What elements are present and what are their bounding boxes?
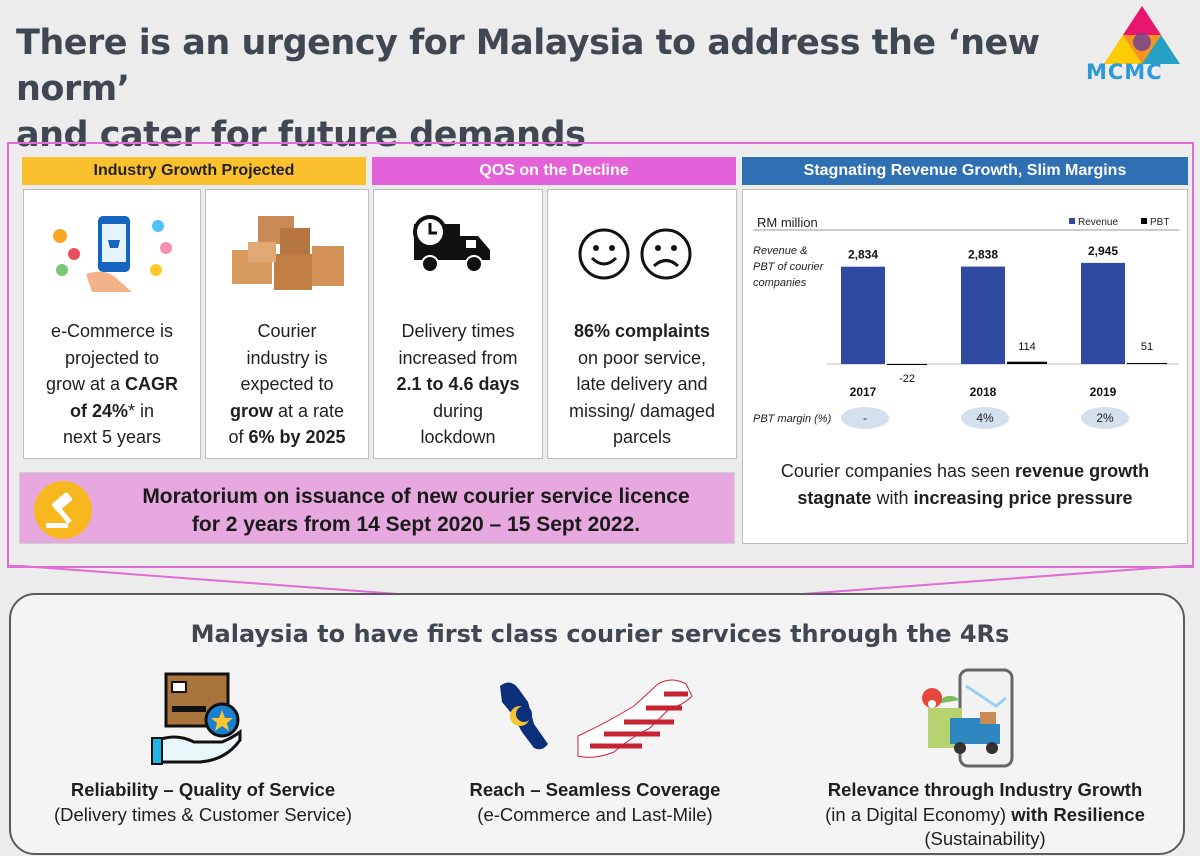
chart-side-label-line: companies	[753, 277, 807, 289]
pbt-margin-value: 4%	[976, 411, 994, 425]
gavel-icon	[34, 481, 92, 539]
title-line-2: and cater for future demands	[16, 115, 586, 155]
pbt-margin-value: 2%	[1096, 411, 1114, 425]
ecommerce-line-4: of 24%* in	[69, 400, 155, 421]
top-section-frame	[7, 142, 1194, 568]
complaints-card: 86% complaints on poor service, late del…	[547, 189, 737, 459]
complaints-line-4: missing/ damaged	[568, 400, 716, 421]
delivery-line-2: increased from	[398, 347, 518, 368]
delivery-card: Delivery times increased from 2.1 to 4.6…	[373, 189, 543, 459]
logo-text: MCMC	[1086, 60, 1163, 84]
revenue-chart: RM million Revenue PBT Revenue & PBT of cour…	[753, 215, 1179, 429]
reach-caption: Reach – Seamless Coverage (e-Commerce an…	[430, 778, 760, 827]
revenue-card: RM million Revenue PBT Revenue & PBT of cour…	[742, 189, 1188, 544]
pbt-value-label: 51	[1141, 341, 1153, 353]
reliability-subtitle: (Delivery times & Customer Service)	[53, 803, 353, 825]
ecommerce-line-5: next 5 years	[62, 427, 162, 447]
revenue-bar	[961, 266, 1005, 364]
pbt-value-label: -22	[899, 373, 915, 385]
complaints-line-5: parcels	[612, 427, 672, 447]
reach-title: Reach – Seamless Coverage	[469, 779, 721, 800]
courier-line-1: Courier	[257, 321, 317, 341]
ecommerce-text: e-Commerce is projected to grow at a CAG…	[24, 318, 200, 451]
malaysia-map-flag-icon	[500, 679, 693, 758]
ecommerce-line-2: projected to	[64, 347, 160, 368]
moratorium-text: Moratorium on issuance of new courier se…	[106, 483, 726, 539]
pbt-bar	[1007, 361, 1047, 364]
moratorium-banner: Moratorium on issuance of new courier se…	[19, 472, 735, 544]
legend-pbt-label: PBT	[1150, 217, 1169, 228]
chart-side-label-line: Revenue &	[753, 245, 807, 257]
pbt-value-label: 114	[1018, 341, 1036, 353]
delivery-truck-clock-icon	[413, 215, 490, 273]
moratorium-line-2: for 2 years from 14 Sept 2020 – 15 Sept …	[191, 513, 641, 536]
reliability-caption: Reliability – Quality of Service (Delive…	[20, 778, 386, 827]
revenue-value-label: 2,834	[848, 248, 878, 262]
parcel-boxes-icon	[232, 216, 344, 290]
ecommerce-card: e-Commerce is projected to grow at a CAG…	[23, 189, 201, 459]
revenue-footer-line-1: Courier companies has seen revenue growt…	[780, 461, 1150, 481]
relevance-line-3: (Sustainability)	[924, 828, 1046, 849]
relevance-caption: Relevance through Industry Growth (in a …	[790, 778, 1180, 852]
pbt-margin-value: -	[863, 411, 867, 425]
qos-header: QOS on the Decline	[372, 157, 736, 185]
pbt-bar	[887, 364, 927, 365]
courier-line-4: grow at a rate	[229, 400, 345, 421]
delivery-line-5: lockdown	[420, 427, 496, 447]
moratorium-line-1: Moratorium on issuance of new courier se…	[142, 485, 690, 508]
pbt-margin-label: PBT margin (%)	[753, 413, 832, 425]
year-tick-label: 2017	[850, 385, 877, 399]
courier-line-5: of 6% by 2025	[228, 427, 346, 447]
revenue-footer-line-2: stagnate with increasing price pressure	[797, 488, 1133, 508]
delivery-line-1: Delivery times	[401, 321, 515, 341]
reliability-title: Reliability – Quality of Service	[70, 779, 336, 800]
legend-revenue-label: Revenue	[1078, 217, 1118, 228]
revenue-value-label: 2,838	[968, 248, 998, 262]
four-rs-title: Malaysia to have first class courier ser…	[190, 620, 1010, 648]
courier-line-2: industry is	[246, 347, 328, 368]
pbt-bar	[1127, 362, 1167, 364]
ecommerce-line-1: e-Commerce is	[50, 321, 174, 341]
relevance-title: Relevance through Industry Growth	[827, 779, 1143, 800]
complaints-text: 86% complaints on poor service, late del…	[548, 318, 736, 451]
revenue-value-label: 2,945	[1088, 244, 1118, 258]
courier-line-3: expected to	[240, 374, 334, 394]
legend-revenue-swatch	[1069, 218, 1075, 224]
revenue-footer-text: Courier companies has seen revenue growt…	[743, 458, 1187, 512]
year-tick-label: 2019	[1090, 385, 1117, 399]
ecommerce-phone-icon	[53, 216, 172, 292]
reach-subtitle: (e-Commerce and Last-Mile)	[477, 803, 713, 825]
revenue-bar	[841, 266, 885, 364]
happy-sad-faces-icon	[578, 228, 692, 280]
complaints-line-2: on poor service,	[577, 347, 707, 368]
chart-side-label-line: PBT of courier	[753, 261, 825, 273]
industry-growth-header: Industry Growth Projected	[22, 157, 366, 185]
pbt-margin-pill	[1081, 407, 1129, 429]
pbt-margin-pill	[841, 407, 889, 429]
delivery-text: Delivery times increased from 2.1 to 4.6…	[374, 318, 542, 451]
title-line-1: There is an urgency for Malaysia to addr…	[16, 23, 1040, 109]
complaints-line-3: late delivery and	[576, 374, 708, 394]
revenue-bar	[1081, 262, 1125, 364]
legend-pbt-swatch	[1141, 218, 1147, 224]
reliability-hand-box-icon	[151, 672, 242, 765]
mcmc-logo-icon	[1104, 6, 1180, 64]
year-tick-label: 2018	[970, 385, 997, 399]
revenue-header: Stagnating Revenue Growth, Slim Margins	[742, 157, 1188, 185]
courier-card: Courier industry is expected to grow at …	[205, 189, 369, 459]
chart-unit-label: RM million	[757, 215, 818, 230]
delivery-line-3: 2.1 to 4.6 days	[396, 374, 520, 394]
page-title: There is an urgency for Malaysia to addr…	[16, 20, 1056, 158]
courier-text: Courier industry is expected to grow at …	[206, 318, 368, 451]
relevance-line-2: (in a Digital Economy) with Resilience	[825, 803, 1145, 825]
delivery-line-4: during	[432, 400, 484, 421]
complaints-line-1: 86% complaints	[573, 321, 711, 341]
relevance-phone-delivery-icon	[922, 668, 1014, 768]
ecommerce-line-3: grow at a CAGR	[45, 374, 179, 394]
pbt-margin-pill	[961, 407, 1009, 429]
